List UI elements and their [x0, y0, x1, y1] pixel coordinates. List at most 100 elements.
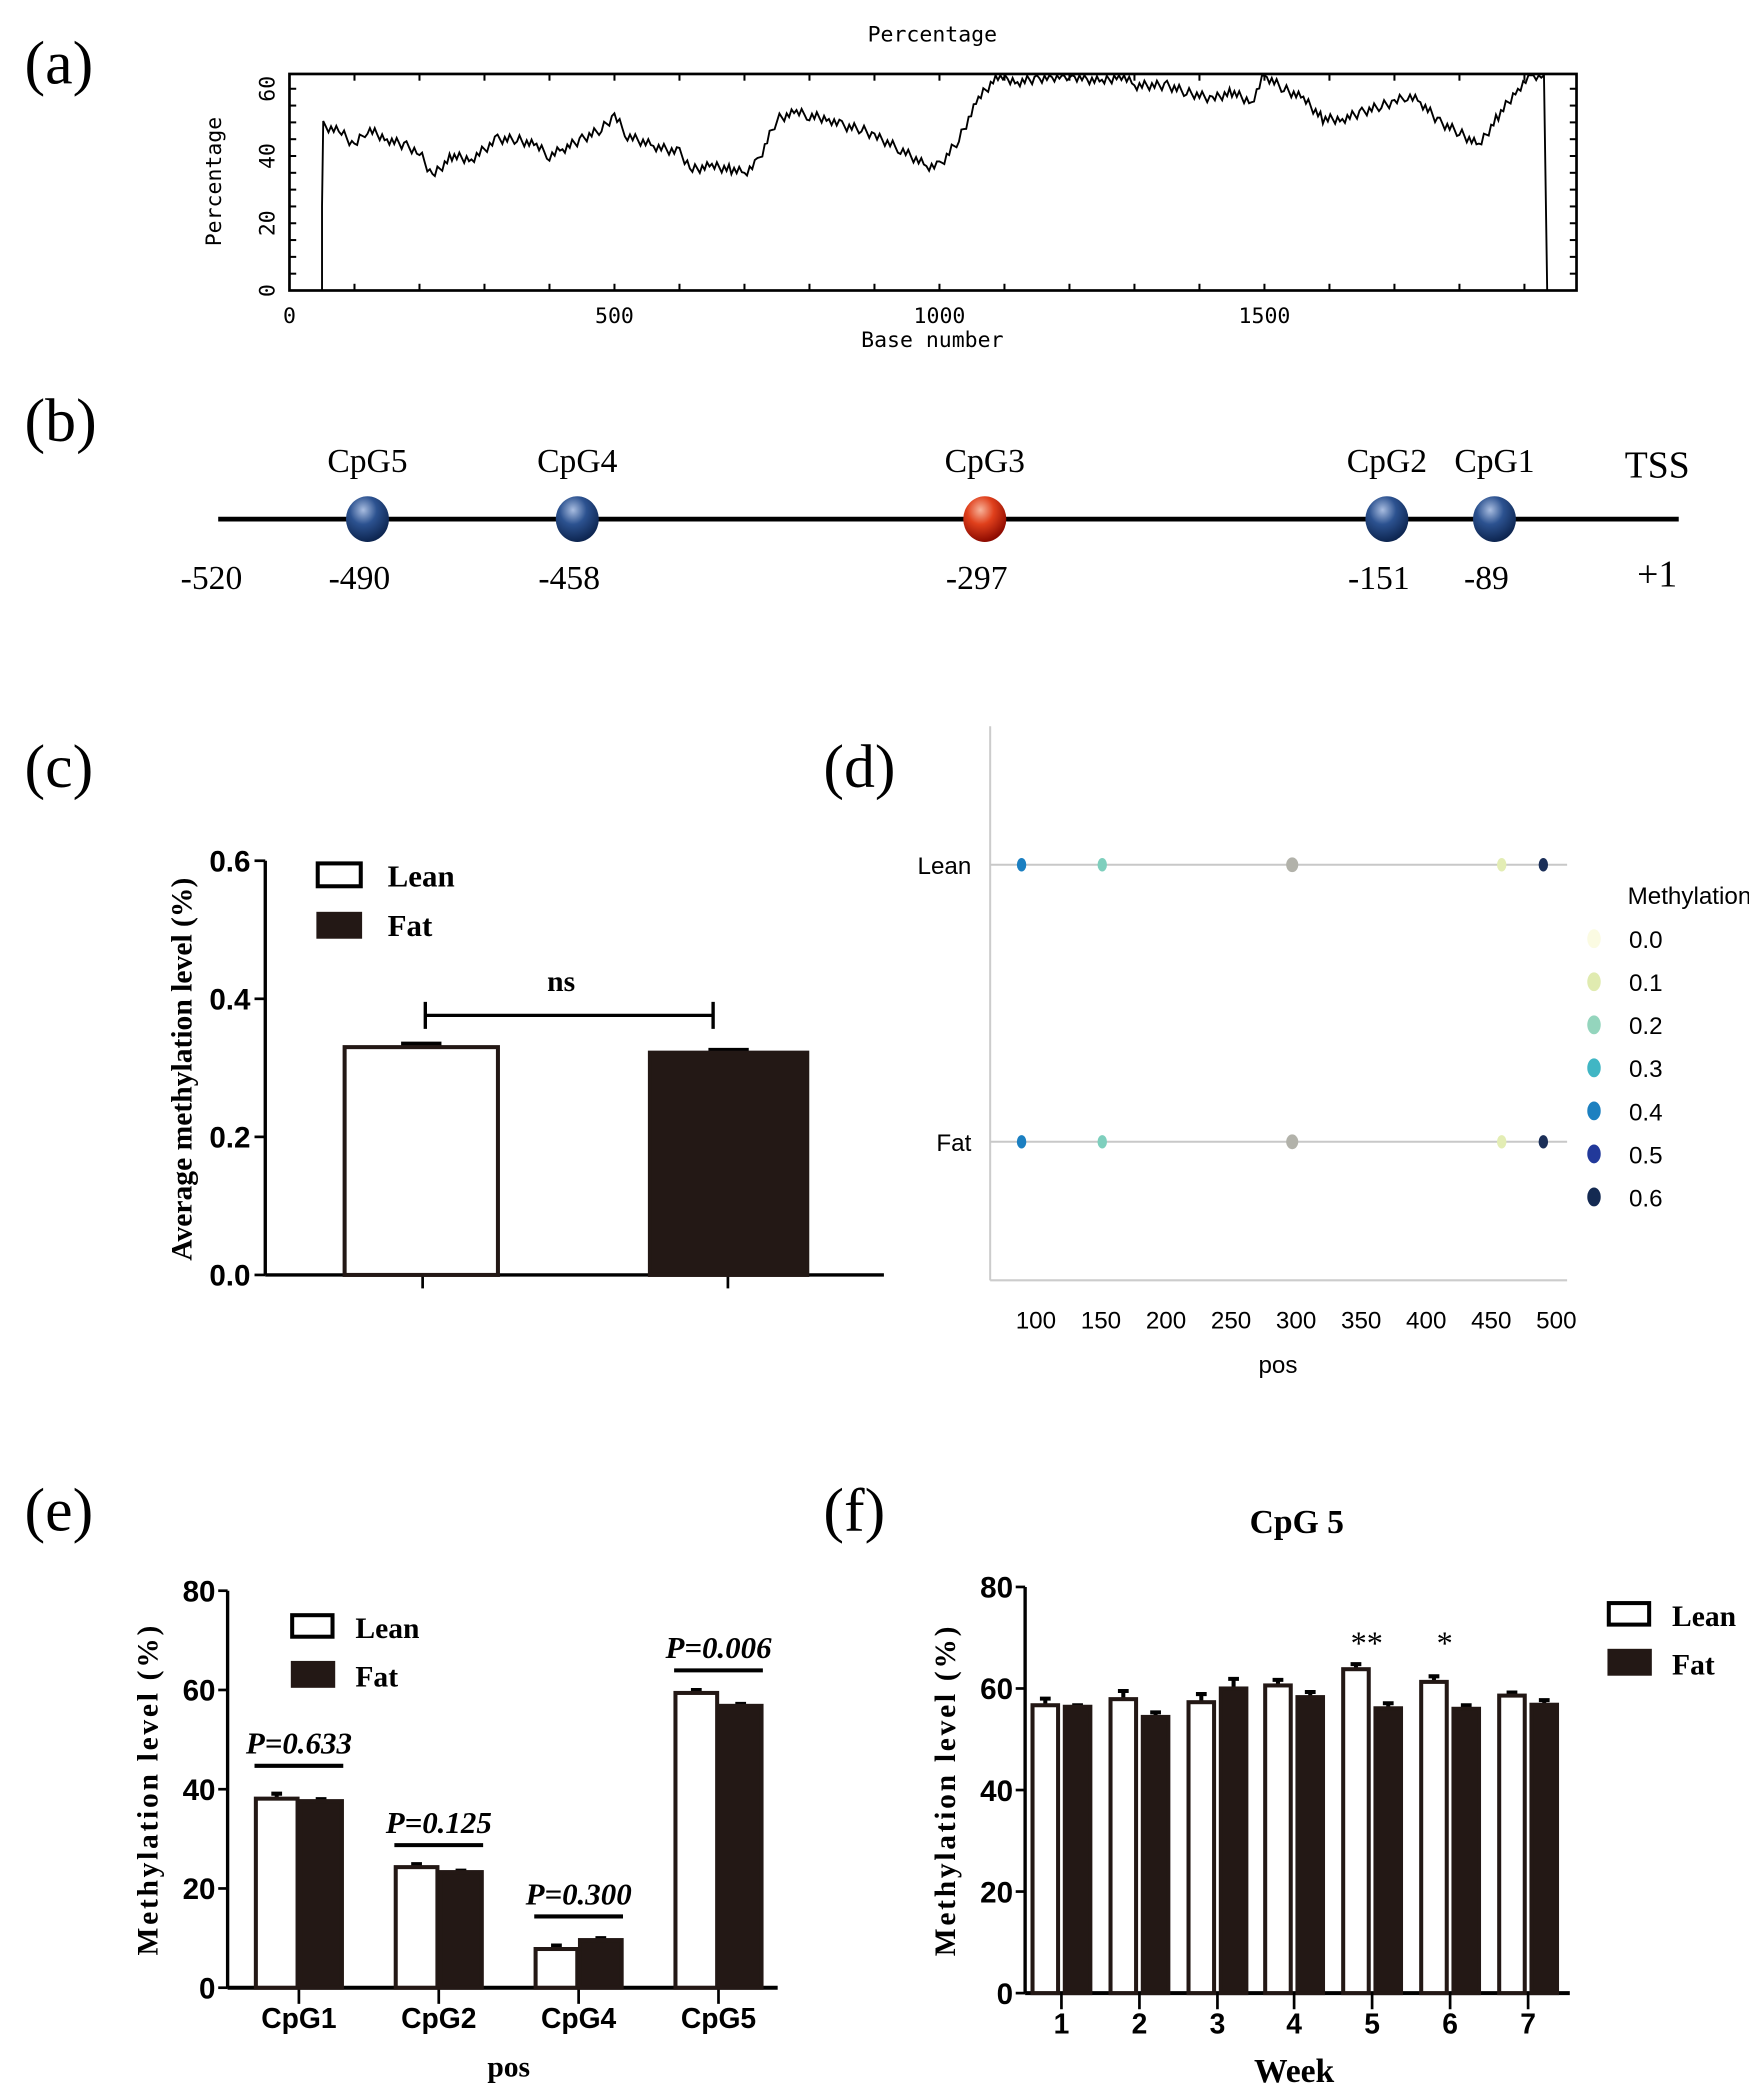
- legend-label: Lean: [355, 1613, 419, 1645]
- bar-lean: [1263, 1683, 1293, 1996]
- x-tick-label: 7: [1520, 2007, 1536, 2039]
- methylation-point: [1538, 1135, 1549, 1149]
- panel-label: (a): [25, 29, 94, 97]
- chart-title: Percentage: [868, 23, 997, 48]
- cpg-site-marker: [1472, 496, 1517, 542]
- x-axis-label: pos: [487, 2051, 530, 2083]
- bar-lean: [1497, 1693, 1527, 1996]
- cpg-site-label: CpG1: [1454, 443, 1534, 480]
- y-axis-label: Average methylation level (%): [166, 878, 198, 1261]
- y-tick-label: 60: [183, 1675, 216, 1708]
- x-tick-label: 4: [1286, 2007, 1302, 2039]
- legend-swatch-fat: [290, 1660, 336, 1688]
- bar-lean: [533, 1946, 580, 1990]
- y-tick-label: 20: [256, 210, 281, 236]
- x-axis-label: Base number: [861, 328, 1003, 353]
- panel-label: (f): [823, 1476, 885, 1544]
- cpg-site-label: CpG2: [1347, 443, 1427, 480]
- bar-fat: [647, 1050, 810, 1277]
- cpg-site-marker: [963, 496, 1007, 542]
- chart-f: 0 20 40 60 80 1 2 3 4 5 6 7 Lean Fat Methylation level…: [930, 1504, 1736, 2090]
- x-tick-label: 3: [1210, 2007, 1226, 2039]
- legend-swatch-fat: [316, 911, 363, 939]
- cpg-site-marker: [345, 496, 390, 542]
- x-tick-label: 150: [1081, 1308, 1121, 1335]
- bar-lean: [253, 1796, 300, 1990]
- legend-dot: [1587, 1101, 1601, 1121]
- x-tick-label: 100: [1016, 1308, 1056, 1335]
- x-tick-label: 500: [595, 304, 634, 329]
- y-tick-label: 80: [183, 1575, 216, 1608]
- panel-label: (d): [823, 733, 895, 801]
- methylation-point: [1016, 858, 1027, 872]
- cpg-site-position: -297: [946, 560, 1008, 597]
- y-tick-label: 0: [997, 1978, 1013, 2011]
- x-tick-label: 0: [283, 304, 296, 329]
- legend-dot: [1587, 972, 1601, 992]
- chart-title: CpG 5: [1250, 1504, 1344, 1541]
- chart-a: 0 500 1000 1500 0 20 40 60 Percentage Base number…: [202, 23, 1578, 353]
- x-tick-label: 350: [1341, 1308, 1381, 1335]
- x-tick-label: 500: [1536, 1308, 1576, 1335]
- cpg-site-marker: [1365, 496, 1409, 542]
- legend-title: Methylation: [1628, 883, 1749, 910]
- methylation-point: [1286, 1134, 1299, 1150]
- legend-label: Lean: [1672, 1601, 1736, 1633]
- y-tick-label: 80: [980, 1572, 1013, 1605]
- bar-fat: [298, 1799, 344, 1990]
- bar-fat: [1295, 1695, 1326, 1996]
- legend-dot: [1587, 1187, 1601, 1207]
- panel-label: (e): [25, 1476, 94, 1544]
- cpg-site-label: CpG5: [327, 443, 407, 480]
- promoter-diagram-b: CpG5 -490 CpG4 -458 CpG3 -297 CpG2 -151 CpG1 -89 -…: [181, 443, 1690, 597]
- bar-lean: [1419, 1679, 1449, 1996]
- methylation-point: [1097, 1135, 1107, 1149]
- x-tick-label: CpG1: [261, 2002, 336, 2034]
- legend-swatch-lean: [290, 1613, 335, 1639]
- row-label: Fat: [936, 1130, 971, 1157]
- cpg-site-label: CpG3: [945, 443, 1025, 480]
- panel-label: (b): [25, 387, 97, 455]
- panel-label: (c): [25, 733, 94, 801]
- legend-label: 0.1: [1629, 970, 1663, 997]
- x-tick-label: 5: [1364, 2007, 1380, 2039]
- bar-lean: [393, 1865, 440, 1990]
- x-tick-label: 6: [1442, 2007, 1458, 2039]
- x-tick-label: 1000: [914, 304, 966, 329]
- bar-lean: [342, 1045, 500, 1277]
- cpg-site-marker: [555, 496, 599, 542]
- bar-fat: [438, 1870, 484, 1990]
- significance-bracket: [423, 1001, 715, 1029]
- bar-fat: [717, 1703, 764, 1990]
- x-tick-label: CpG5: [681, 2002, 756, 2034]
- y-tick-label: 40: [980, 1775, 1013, 1808]
- significance-marker: **: [1351, 1625, 1383, 1661]
- chart-e: 0 20 40 60 80 CpG1 CpG2 CpG4 CpG5 Lean Fat Methylat…: [133, 1575, 778, 2083]
- legend-label: Fat: [388, 908, 433, 943]
- x-axis-label: pos: [1258, 1352, 1297, 1379]
- significance-marker: *: [1437, 1625, 1453, 1661]
- cpg-site-position: -458: [538, 560, 600, 597]
- bar-fat: [1451, 1706, 1482, 1996]
- y-tick-label: 0: [256, 284, 281, 297]
- legend-label: 0.4: [1629, 1099, 1663, 1126]
- cpg-site-label: CpG4: [537, 443, 617, 480]
- bar-lean: [1108, 1697, 1139, 1996]
- x-tick-label: 250: [1211, 1308, 1251, 1335]
- y-tick-label: 0.4: [209, 984, 251, 1017]
- legend-label: 0.5: [1629, 1142, 1663, 1169]
- y-axis-label: Methylation level (%): [133, 1623, 165, 1955]
- bar-fat: [577, 1938, 624, 1990]
- bar-fat: [1529, 1702, 1560, 1996]
- x-tick-label: 200: [1146, 1308, 1186, 1335]
- tss-position: +1: [1637, 553, 1677, 595]
- legend-label: 0.0: [1629, 927, 1663, 954]
- y-tick-label: 0.2: [209, 1122, 250, 1155]
- legend-label: 0.6: [1629, 1185, 1663, 1212]
- methylation-point: [1286, 857, 1299, 873]
- legend-label: 0.2: [1629, 1013, 1663, 1040]
- bar-lean: [673, 1690, 720, 1990]
- y-tick-label: 0.6: [209, 846, 250, 879]
- legend-dot: [1587, 1015, 1601, 1035]
